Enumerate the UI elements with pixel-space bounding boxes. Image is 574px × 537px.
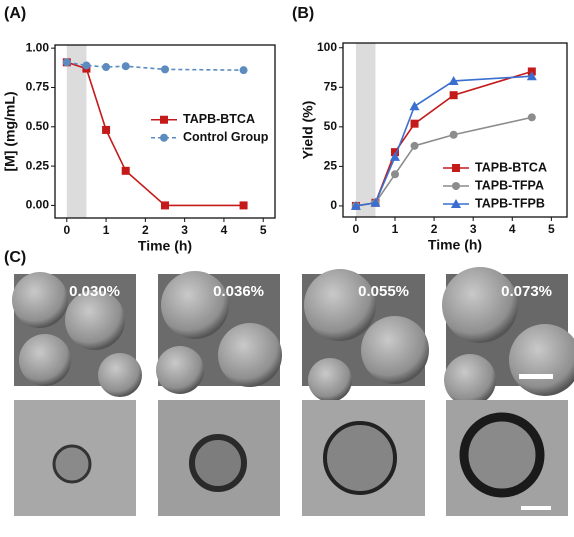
concentration-label: 0.030% — [69, 283, 120, 300]
tem-image — [158, 400, 280, 516]
x-tick-label: 5 — [260, 223, 267, 237]
x-tick-label: 4 — [509, 222, 516, 236]
sem-image — [302, 269, 429, 402]
marker — [409, 101, 420, 111]
sem-image — [12, 272, 142, 397]
x-tick-label: 3 — [470, 222, 477, 236]
marker — [410, 141, 419, 150]
x-tick-label: 1 — [103, 223, 110, 237]
legend-label: Control Group — [183, 130, 269, 144]
marker — [410, 119, 419, 128]
concentration-label: 0.055% — [358, 283, 409, 300]
plot-frame — [342, 42, 568, 218]
y-tick-label: 0.00 — [26, 198, 50, 212]
x-tick-label: 2 — [142, 223, 149, 237]
concentration-label: 0.036% — [213, 283, 264, 300]
y-tick-label: 0 — [330, 198, 337, 212]
x-tick-label: 0 — [353, 222, 360, 236]
legend-marker — [160, 133, 168, 142]
legend-marker — [160, 115, 168, 124]
marker — [526, 71, 537, 81]
tem-image — [14, 400, 136, 516]
marker — [62, 58, 71, 67]
marker — [239, 201, 248, 210]
legend-marker — [452, 164, 460, 172]
y-tick-label: 50 — [324, 119, 338, 133]
y-tick-label: 75 — [324, 79, 338, 93]
legend-marker — [452, 182, 460, 190]
legend-label: TAPB-BTCA — [475, 160, 547, 174]
micrographs — [12, 267, 574, 516]
legend-label: TAPB-TFPA — [475, 178, 544, 192]
x-tick-label: 5 — [548, 222, 555, 236]
concentration-label: 0.073% — [501, 283, 552, 300]
x-tick-label: 3 — [181, 223, 188, 237]
marker — [350, 200, 361, 210]
y-tick-label: 0.50 — [26, 119, 50, 133]
sem-image — [442, 267, 574, 406]
marker — [239, 66, 248, 75]
y-axis-label: [M] (mg/mL) — [2, 91, 18, 171]
panel-label: (A) — [4, 5, 26, 22]
tem-image — [302, 400, 425, 516]
x-tick-label: 1 — [392, 222, 399, 236]
marker — [121, 62, 130, 71]
marker — [121, 166, 130, 175]
series-line — [66, 61, 244, 71]
shaded-region — [355, 43, 376, 217]
y-tick-label: 0.75 — [26, 80, 50, 94]
x-axis-label: Time (h) — [138, 238, 192, 254]
marker — [449, 91, 458, 100]
x-axis-label: Time (h) — [428, 237, 482, 253]
legend-marker — [451, 199, 461, 208]
marker — [102, 125, 111, 134]
shaded-region — [66, 45, 87, 218]
sem-image — [156, 271, 282, 394]
y-axis-label: Yield (%) — [300, 101, 316, 160]
x-tick-label: 0 — [63, 223, 70, 237]
marker — [449, 130, 458, 139]
panel-label: (C) — [4, 249, 26, 266]
legend-label: TAPB-TFPB — [475, 196, 545, 210]
x-tick-label: 4 — [221, 223, 228, 237]
series-line — [355, 75, 532, 207]
plot-frame — [54, 44, 276, 219]
marker — [370, 197, 381, 207]
x-tick-label: 2 — [431, 222, 438, 236]
marker — [161, 201, 169, 210]
y-tick-label: 0.25 — [26, 158, 50, 172]
marker — [448, 75, 459, 85]
panel-label: (B) — [292, 5, 314, 22]
marker — [527, 113, 536, 122]
marker — [389, 151, 400, 161]
marker — [161, 65, 169, 74]
legend-label: TAPB-BTCA — [183, 112, 255, 126]
y-tick-label: 1.00 — [26, 40, 50, 54]
y-tick-label: 100 — [317, 40, 337, 54]
marker — [102, 63, 111, 72]
tem-image — [446, 400, 568, 516]
marker — [390, 170, 399, 179]
y-tick-label: 25 — [324, 159, 338, 173]
marker — [82, 61, 91, 70]
